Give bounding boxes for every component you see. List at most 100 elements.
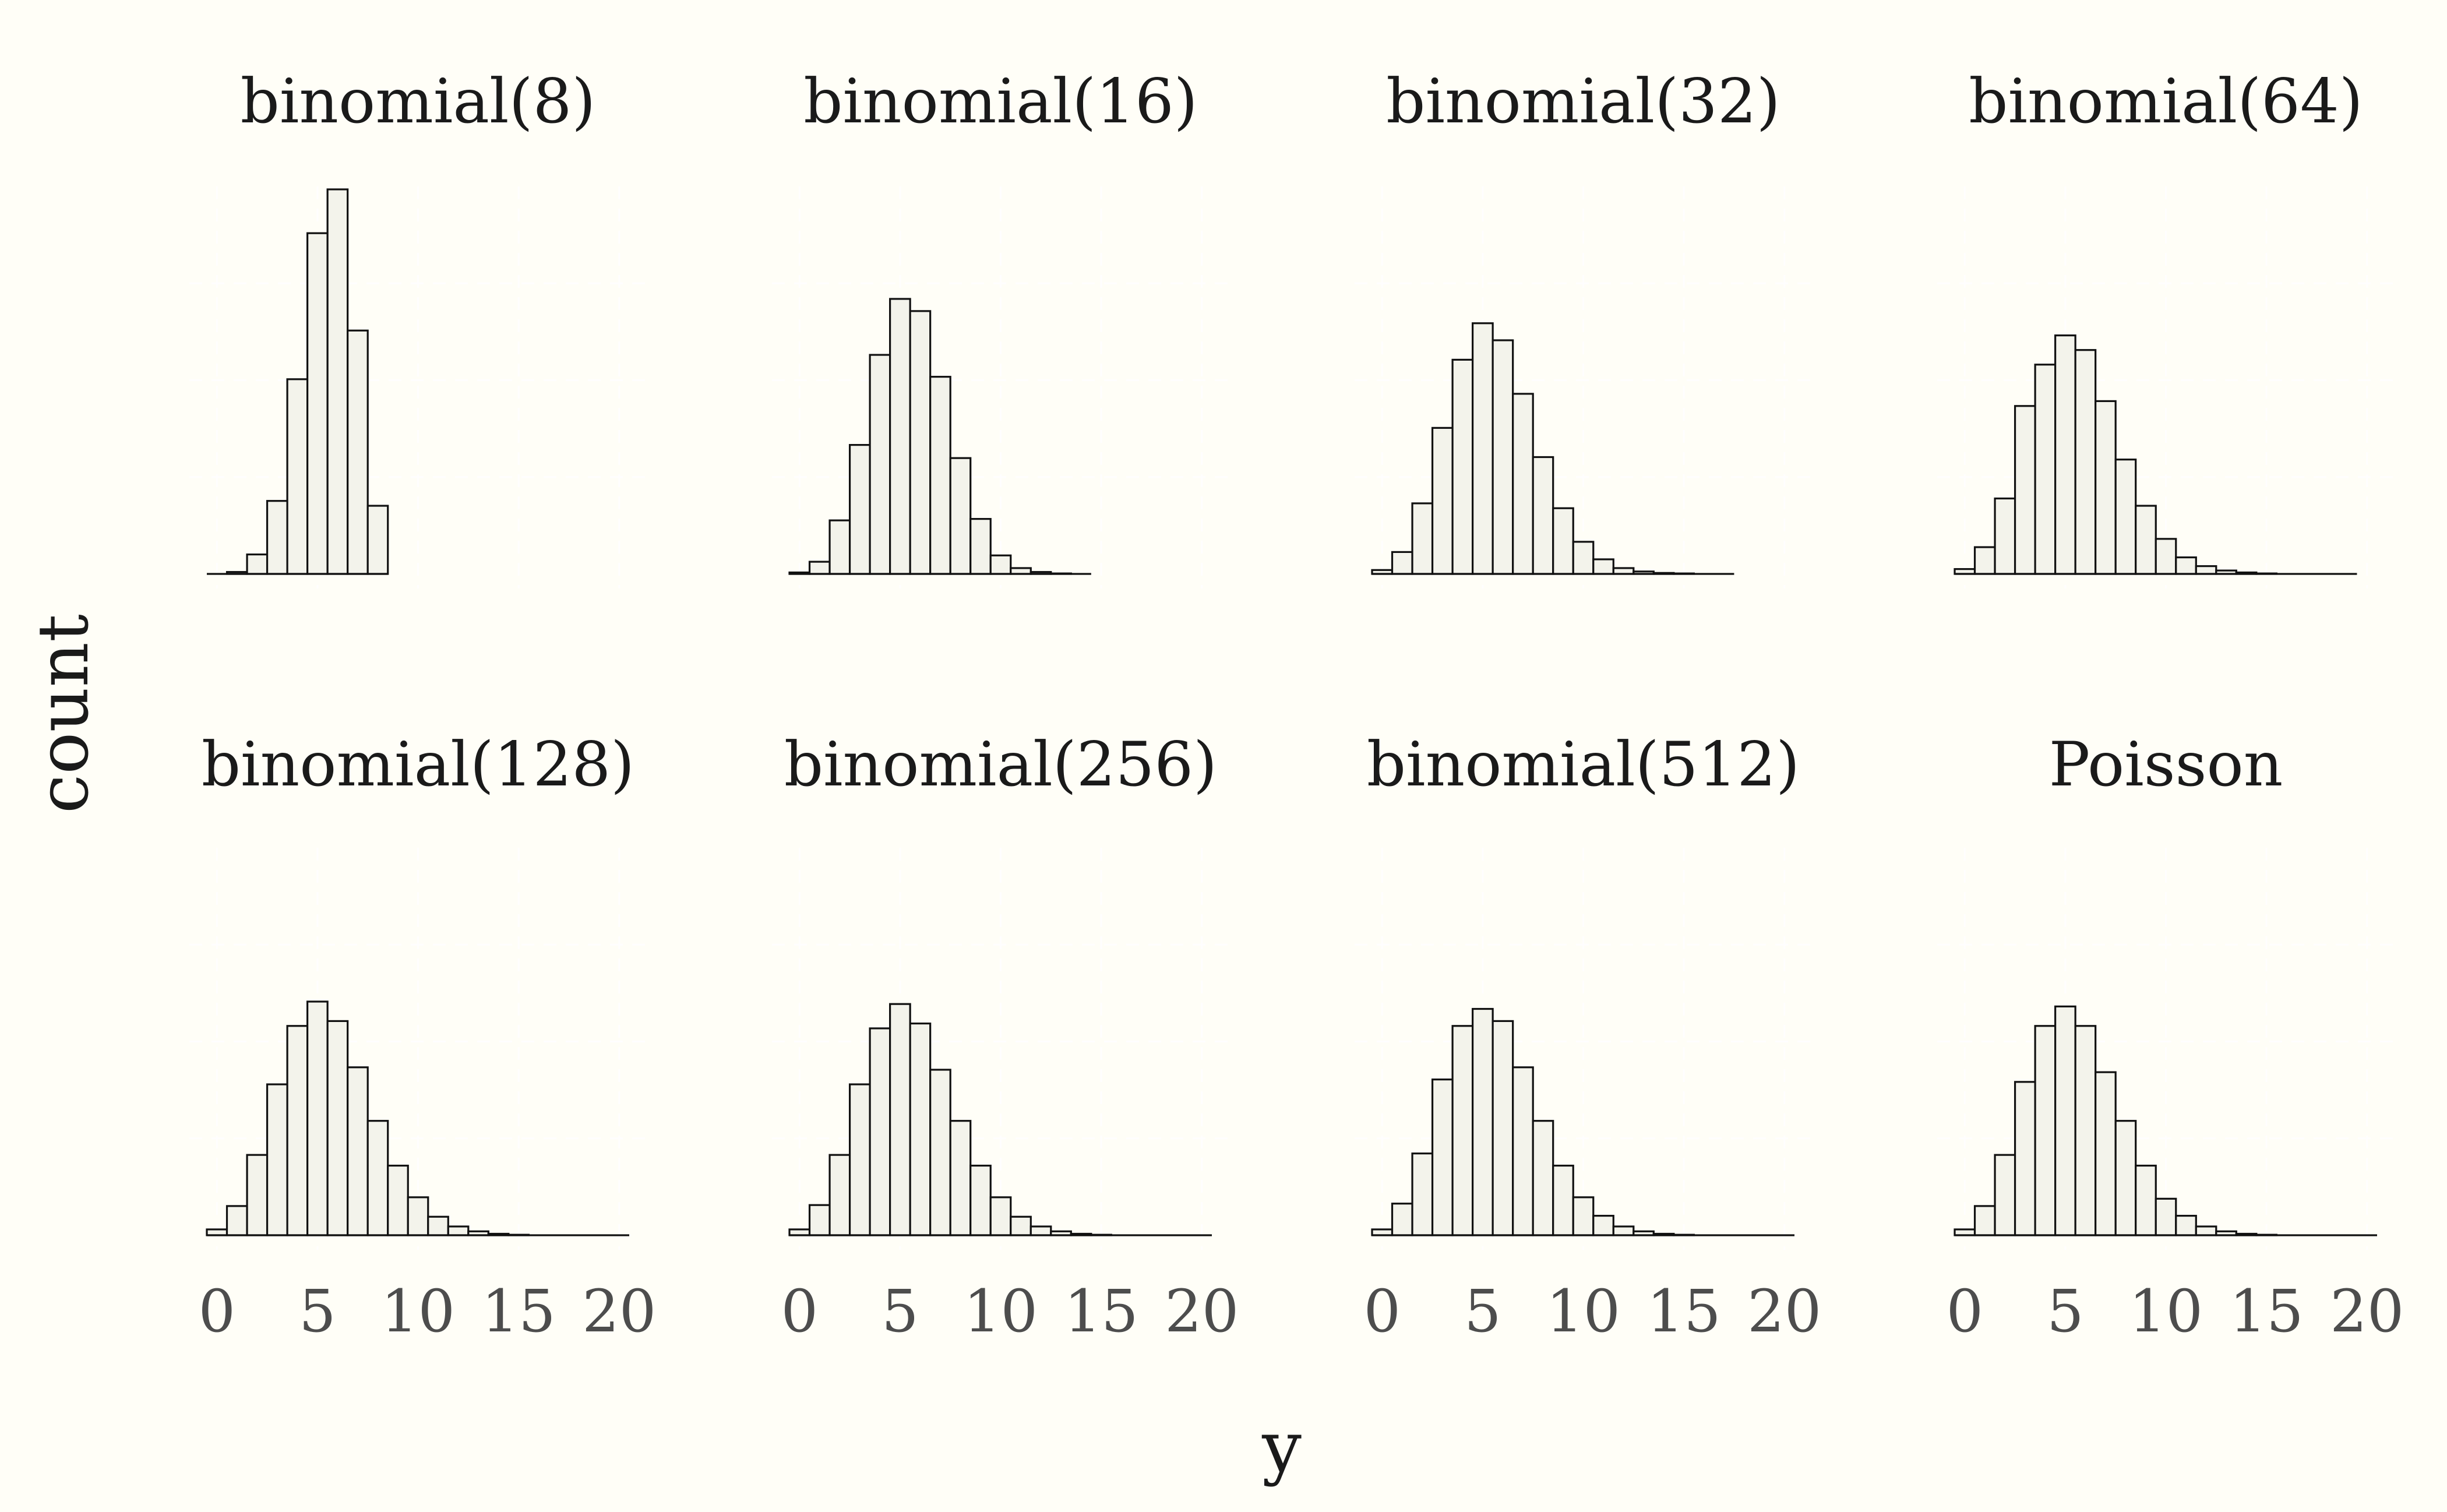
histogram-bar xyxy=(246,553,269,575)
histogram-bar xyxy=(1512,1066,1534,1236)
histogram-bars xyxy=(1954,334,2277,575)
histogram-bar xyxy=(2195,1225,2217,1236)
histogram-bar xyxy=(366,1120,389,1236)
histogram-bars xyxy=(1954,1005,2277,1236)
histogram-bar xyxy=(1592,558,1614,575)
histogram-bar xyxy=(2155,538,2177,575)
histogram-bar xyxy=(1451,1025,1474,1236)
histogram-bar xyxy=(347,329,369,575)
panel-grid-lines xyxy=(772,186,1229,588)
histogram-bar xyxy=(1431,427,1454,575)
histogram-bar xyxy=(2135,1164,2157,1236)
x-tick-label: 20 xyxy=(2330,1277,2404,1345)
panel-grid: binomial(8) binomial(16) binomial(32) binom… xyxy=(189,66,2404,1345)
histogram-bar xyxy=(808,1204,831,1236)
histogram-bar xyxy=(869,354,891,575)
x-tick-label: 5 xyxy=(882,1277,919,1345)
panel: binomial(8) xyxy=(189,66,647,588)
histogram-bar xyxy=(306,232,329,575)
histogram-bar xyxy=(266,1083,288,1236)
histogram-bar xyxy=(1612,1225,1635,1236)
histogram-bar xyxy=(2034,1025,2057,1236)
histogram-bar xyxy=(2074,349,2097,575)
x-tick-label: 0 xyxy=(198,1277,235,1345)
histogram-bar xyxy=(949,1120,972,1236)
panel: binomial(128) 0 5 10 15 20 xyxy=(189,729,656,1345)
histogram-bar xyxy=(889,298,911,575)
panel: Poisson 0 5 10 15 20 xyxy=(1937,729,2404,1345)
histogram-bar xyxy=(1451,358,1474,575)
histogram-bar xyxy=(1391,1203,1413,1236)
histogram-bar xyxy=(1994,1154,2016,1236)
x-tick-label: 15 xyxy=(2229,1277,2303,1345)
histogram-bar xyxy=(929,1069,951,1236)
histogram-bar xyxy=(2114,1120,2137,1236)
histogram-bar xyxy=(2054,1005,2076,1236)
histogram-bar xyxy=(2175,1214,2197,1236)
x-tick-label: 0 xyxy=(781,1277,818,1345)
x-tick-label: 5 xyxy=(299,1277,336,1345)
histogram-bar xyxy=(225,1205,248,1236)
x-axis-title: y xyxy=(1261,1407,1302,1488)
histogram-bar xyxy=(1552,1164,1574,1236)
histogram-bars xyxy=(1371,322,1695,575)
panel-title: binomial(128) xyxy=(202,729,634,800)
x-tick-labels: 0 5 10 15 20 xyxy=(1946,1277,2404,1345)
panel: binomial(16) xyxy=(772,66,1229,588)
x-tick-labels: 0 5 10 15 20 xyxy=(1363,1277,1821,1345)
histogram-bar xyxy=(366,505,389,575)
x-tick-label: 10 xyxy=(381,1277,455,1345)
histogram-bar xyxy=(869,1027,891,1236)
x-tick-labels: 0 5 10 15 20 xyxy=(198,1277,656,1345)
histogram-bars xyxy=(206,1000,530,1236)
x-tick-label: 20 xyxy=(582,1277,656,1345)
histogram-bar xyxy=(909,310,932,575)
x-tick-labels: 0 5 10 15 20 xyxy=(781,1277,1239,1345)
histogram-bar xyxy=(387,1164,409,1236)
histogram-bar xyxy=(1552,507,1574,575)
x-tick-label: 10 xyxy=(2129,1277,2203,1345)
histogram-bar xyxy=(246,1154,269,1236)
histogram-bar xyxy=(347,1066,369,1236)
x-tick-label: 15 xyxy=(1646,1277,1720,1345)
histogram-bar xyxy=(407,1196,429,1236)
histogram-bar xyxy=(1973,1205,1996,1236)
histogram-bar xyxy=(989,554,1012,575)
histogram-bar xyxy=(1391,551,1413,575)
histogram-bar xyxy=(949,457,972,575)
histogram-bar xyxy=(2155,1197,2177,1236)
x-tick-label: 0 xyxy=(1363,1277,1401,1345)
panel: binomial(32) xyxy=(1355,66,1812,588)
histogram-bar xyxy=(1572,541,1595,575)
histogram-bar xyxy=(286,1025,309,1236)
histogram-bar xyxy=(1592,1214,1614,1236)
histogram-bar xyxy=(1010,1215,1032,1236)
panel: binomial(64) xyxy=(1937,66,2395,588)
histogram-bar xyxy=(427,1215,449,1236)
histogram-bar xyxy=(1532,456,1554,575)
panel-title: binomial(8) xyxy=(241,66,596,137)
histogram-bar xyxy=(1431,1079,1454,1236)
histogram-bar xyxy=(1532,1120,1554,1236)
x-tick-label: 10 xyxy=(964,1277,1038,1345)
histogram-bar xyxy=(447,1225,470,1236)
histogram-bar xyxy=(989,1196,1012,1236)
histogram-bar xyxy=(808,561,831,575)
histogram-bar xyxy=(929,376,951,575)
histogram-bar xyxy=(2014,405,2036,575)
histogram-bar xyxy=(1492,339,1514,575)
histogram-bar xyxy=(2095,1071,2117,1236)
histogram-bar xyxy=(1029,1225,1052,1236)
panel: binomial(256) 0 5 10 15 20 xyxy=(772,729,1239,1345)
histogram-bar xyxy=(1492,1020,1514,1236)
histogram-bar xyxy=(266,500,288,575)
histogram-bar xyxy=(2014,1081,2036,1236)
panel-grid-lines xyxy=(1355,848,1812,1250)
x-tick-label: 15 xyxy=(1064,1277,1138,1345)
x-tick-label: 20 xyxy=(1165,1277,1239,1345)
panel: binomial(512) 0 5 10 15 20 xyxy=(1355,729,1821,1345)
histogram-bar xyxy=(1512,393,1534,575)
histogram-bar xyxy=(2195,565,2217,575)
histogram-bar xyxy=(326,1020,349,1236)
